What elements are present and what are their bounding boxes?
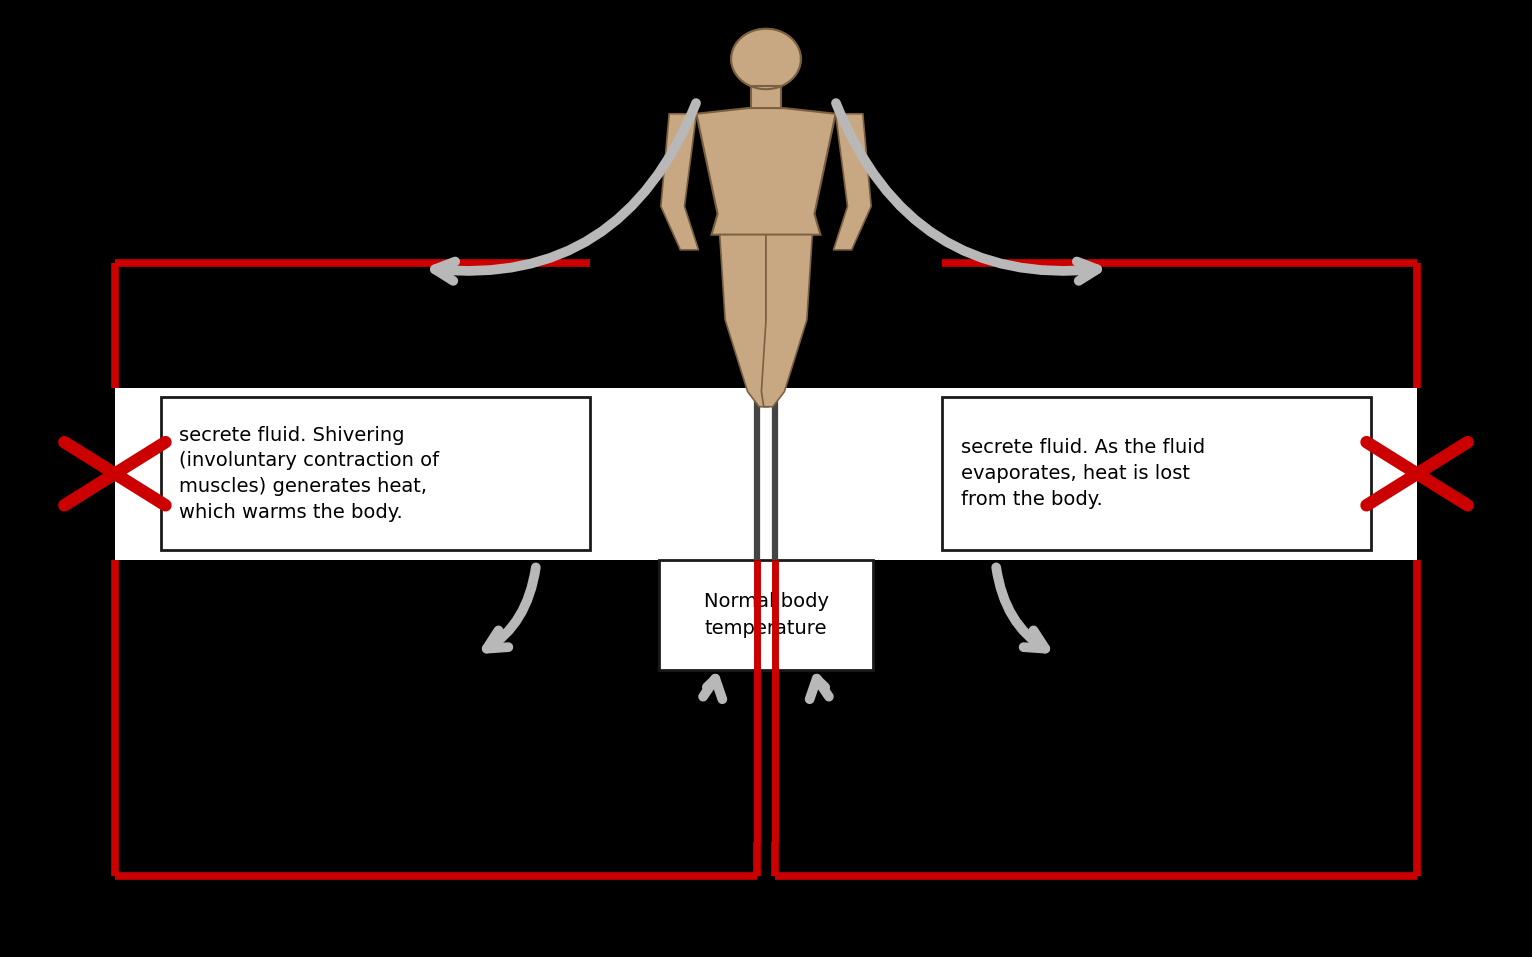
Polygon shape — [751, 86, 781, 110]
Polygon shape — [660, 114, 699, 250]
FancyArrowPatch shape — [996, 568, 1045, 649]
FancyArrowPatch shape — [487, 568, 536, 649]
Polygon shape — [697, 108, 835, 234]
FancyArrowPatch shape — [836, 103, 1097, 280]
FancyBboxPatch shape — [942, 397, 1371, 550]
Polygon shape — [833, 114, 872, 250]
Text: secrete fluid. Shivering
(involuntary contraction of
muscles) generates heat,
wh: secrete fluid. Shivering (involuntary co… — [179, 426, 440, 522]
FancyArrowPatch shape — [435, 103, 696, 280]
FancyBboxPatch shape — [161, 397, 590, 550]
Polygon shape — [761, 234, 812, 407]
Polygon shape — [731, 29, 801, 89]
FancyBboxPatch shape — [115, 388, 1417, 560]
FancyArrowPatch shape — [703, 679, 723, 700]
FancyBboxPatch shape — [659, 560, 873, 670]
Text: Normal body
temperature: Normal body temperature — [703, 592, 829, 637]
Polygon shape — [720, 234, 771, 407]
Text: secrete fluid. As the fluid
evaporates, heat is lost
from the body.: secrete fluid. As the fluid evaporates, … — [961, 438, 1204, 509]
FancyArrowPatch shape — [809, 679, 829, 700]
